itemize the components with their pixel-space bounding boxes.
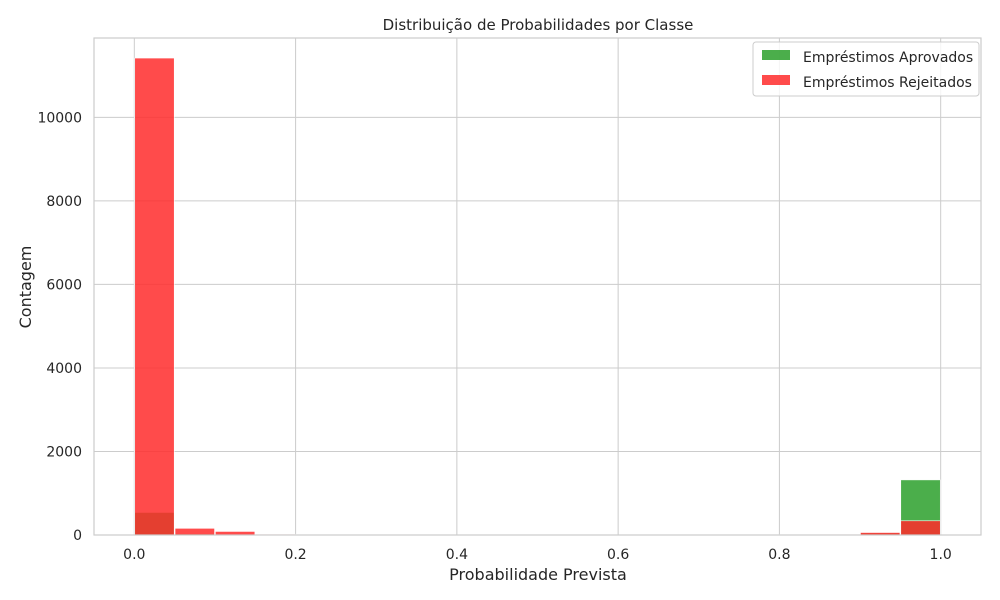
chart-title: Distribuição de Probabilidades por Class… xyxy=(383,16,694,34)
y-tick-label: 10000 xyxy=(37,110,82,126)
x-axis-label: Probabilidade Prevista xyxy=(449,565,627,584)
legend-swatch-aprovados xyxy=(762,50,790,60)
x-tick-label: 0.2 xyxy=(284,547,306,563)
legend: Empréstimos Aprovados Empréstimos Rejeit… xyxy=(752,41,980,97)
y-tick-label: 0 xyxy=(73,528,82,544)
x-tick-label: 0.6 xyxy=(607,547,629,563)
legend-swatch-rejeitados xyxy=(762,75,790,85)
bar-rejeitados xyxy=(134,57,175,536)
y-tick-label: 2000 xyxy=(46,444,82,460)
bar-rejeitados xyxy=(174,528,215,536)
y-tick-label: 4000 xyxy=(46,361,82,377)
x-tick-label: 0.4 xyxy=(446,547,468,563)
ticks-layer: 0.0 0.2 0.4 0.6 0.8 1.0 0 2000 4000 6000 8000 10000 xyxy=(37,110,951,563)
legend-label-aprovados: Empréstimos Aprovados xyxy=(803,50,973,66)
y-tick-label: 8000 xyxy=(46,194,82,210)
y-axis-label: Contagem xyxy=(16,246,35,329)
bar-rejeitados xyxy=(900,520,941,536)
x-tick-label: 0.8 xyxy=(768,547,790,563)
x-tick-label: 0.0 xyxy=(123,547,145,563)
plot-frame xyxy=(93,37,982,536)
legend-label-rejeitados: Empréstimos Rejeitados xyxy=(803,75,972,91)
axes-layer xyxy=(93,37,982,536)
legend-box xyxy=(752,41,980,97)
x-tick-label: 1.0 xyxy=(930,547,952,563)
y-tick-label: 6000 xyxy=(46,277,82,293)
